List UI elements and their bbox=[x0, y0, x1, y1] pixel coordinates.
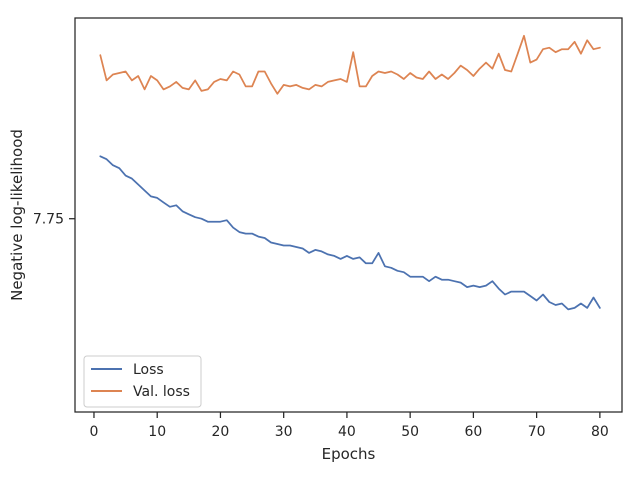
series-line-loss bbox=[99, 155, 601, 311]
x-tick-label: 30 bbox=[275, 424, 293, 440]
legend-label-val-loss: Val. loss bbox=[133, 384, 190, 400]
x-axis-ticks: 0 10 20 30 40 50 60 70 80 bbox=[90, 412, 609, 440]
y-axis-label: Negative log-likelihood bbox=[8, 129, 26, 301]
x-tick-label: 20 bbox=[212, 424, 230, 440]
x-axis-label: Epochs bbox=[322, 445, 376, 463]
x-tick-label: 40 bbox=[338, 424, 356, 440]
legend: Loss Val. loss bbox=[83, 355, 202, 408]
x-tick-label: 0 bbox=[90, 424, 99, 440]
series-line-val-loss bbox=[99, 34, 601, 95]
x-tick-label: 50 bbox=[401, 424, 419, 440]
y-tick-label: 7.75 bbox=[33, 212, 64, 228]
y-axis-ticks: 7.75 bbox=[33, 212, 75, 228]
series-lines bbox=[99, 34, 601, 311]
x-tick-label: 80 bbox=[591, 424, 609, 440]
x-tick-label: 70 bbox=[528, 424, 546, 440]
x-tick-label: 10 bbox=[148, 424, 166, 440]
plot-area bbox=[74, 17, 623, 413]
x-tick-label: 60 bbox=[464, 424, 482, 440]
legend-label-loss: Loss bbox=[133, 362, 164, 378]
